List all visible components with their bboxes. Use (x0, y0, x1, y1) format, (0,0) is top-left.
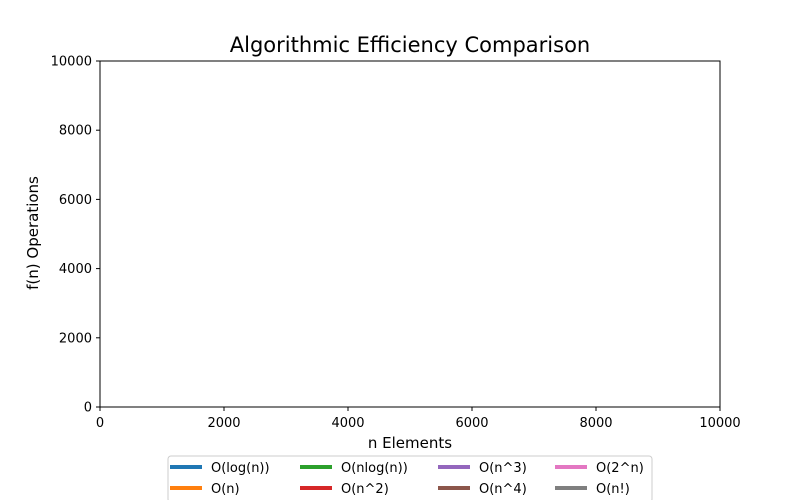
plot-area: 0 2000 4000 6000 8000 10000 0 2000 4000 6000 8000 1… (51, 55, 741, 432)
x-tick-label: 4000 (331, 416, 364, 431)
legend-label: O(n^4) (479, 482, 527, 497)
plot-frame (99, 60, 721, 408)
y-tick-label: 0 (84, 401, 92, 416)
x-tick-label: 2000 (207, 416, 240, 431)
legend-label: O(n^2) (341, 482, 389, 497)
y-tick-label: 4000 (59, 262, 92, 277)
y-tick-label: 10000 (51, 55, 92, 70)
legend-label: O(2^n) (596, 461, 644, 476)
y-axis-label: f(n) Operations (24, 176, 42, 290)
y-tick-label: 2000 (59, 331, 92, 346)
chart-title: Algorithmic Efficiency Comparison (230, 33, 590, 57)
y-tick-label: 6000 (59, 193, 92, 208)
x-tick-label: 10000 (699, 416, 740, 431)
legend-label: O(nlog(n)) (341, 461, 408, 476)
x-tick-label: 0 (96, 416, 104, 431)
legend-label: O(n^3) (479, 461, 527, 476)
x-axis-label: n Elements (368, 434, 452, 452)
y-tick-label: 8000 (59, 124, 92, 139)
x-tick-label: 8000 (579, 416, 612, 431)
x-tick-label: 6000 (455, 416, 488, 431)
legend-box (167, 455, 653, 500)
legend-label: O(n!) (596, 482, 630, 497)
legend-label: O(n) (211, 482, 240, 497)
legend-label: O(log(n)) (211, 461, 270, 476)
legend: O(log(n)) O(n) O(nlog(n)) O(n^2) O(n^3) O(n^4… (167, 455, 653, 500)
